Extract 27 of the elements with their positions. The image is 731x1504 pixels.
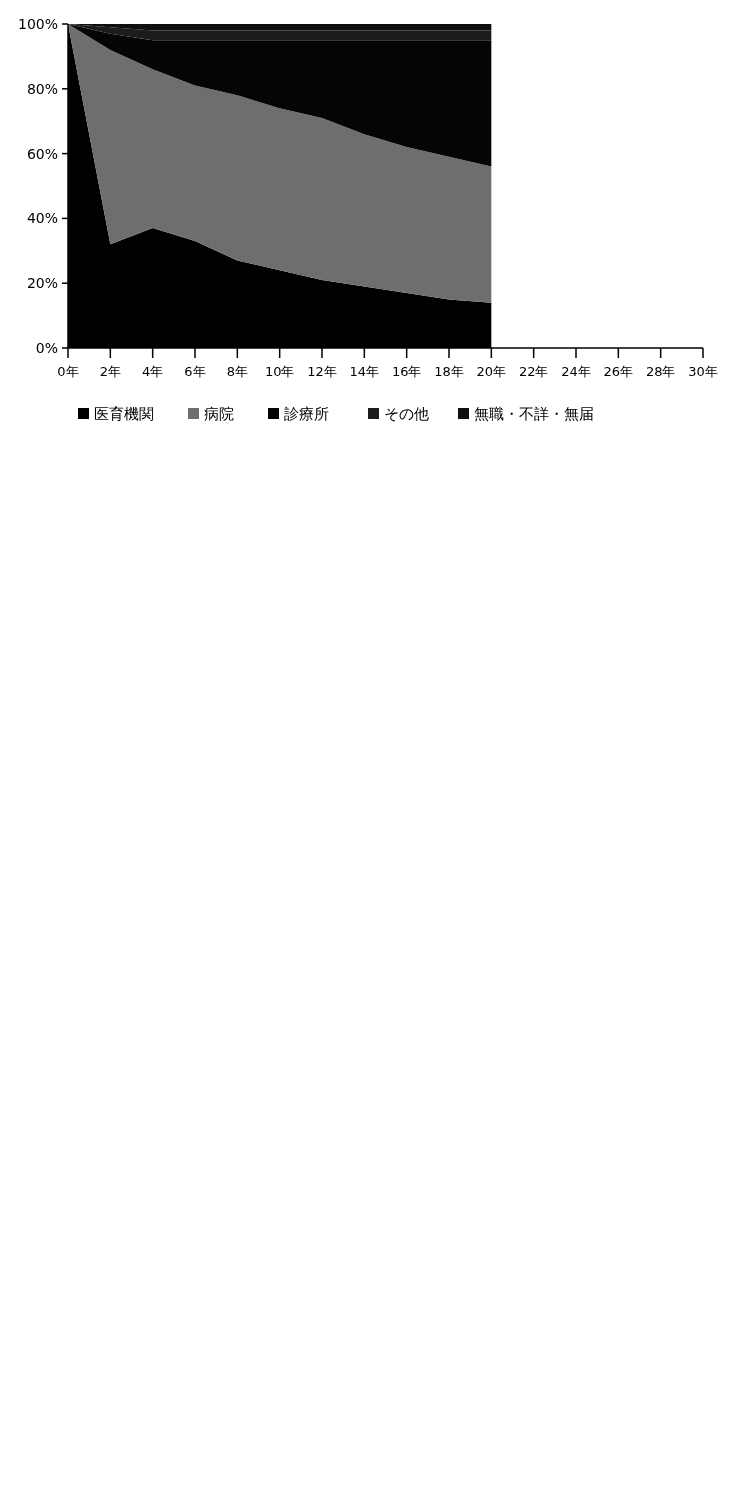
x-tick-label: 20年 [476, 364, 507, 379]
x-tick-label: 2年 [99, 364, 121, 379]
y-tick-label: 0% [35, 339, 58, 356]
y-tick-label: 40% [26, 210, 58, 227]
x-tick-label: 16年 [391, 364, 422, 379]
x-tick-label: 24年 [561, 364, 591, 379]
x-tick-label: 6年 [184, 364, 206, 379]
legend-label: 無職・不詳・無届 [474, 405, 594, 423]
x-tick-label: 8年 [226, 364, 248, 379]
y-tick-label: 60% [26, 145, 58, 162]
legend-label: その他 [384, 405, 429, 423]
y-tick-label: 100% [17, 15, 58, 32]
y-tick-label: 20% [26, 275, 58, 292]
legend-label: 診療所 [284, 405, 329, 423]
x-tick-label: 28年 [645, 364, 676, 379]
legend-label: 病院 [204, 405, 234, 423]
x-tick-label: 0年 [57, 364, 79, 379]
y-tick-label: 80% [26, 80, 58, 97]
x-tick-label: 18年 [434, 364, 464, 379]
x-tick-label: 26年 [603, 364, 634, 379]
legend-label: 医育機関 [94, 405, 154, 423]
x-tick-label: 4年 [142, 364, 164, 379]
x-tick-label: 30年 [688, 364, 718, 379]
x-tick-label: 14年 [349, 364, 380, 379]
x-tick-label: 10年 [264, 364, 295, 379]
x-tick-label: 22年 [518, 364, 549, 379]
x-tick-label: 12年 [307, 364, 337, 379]
